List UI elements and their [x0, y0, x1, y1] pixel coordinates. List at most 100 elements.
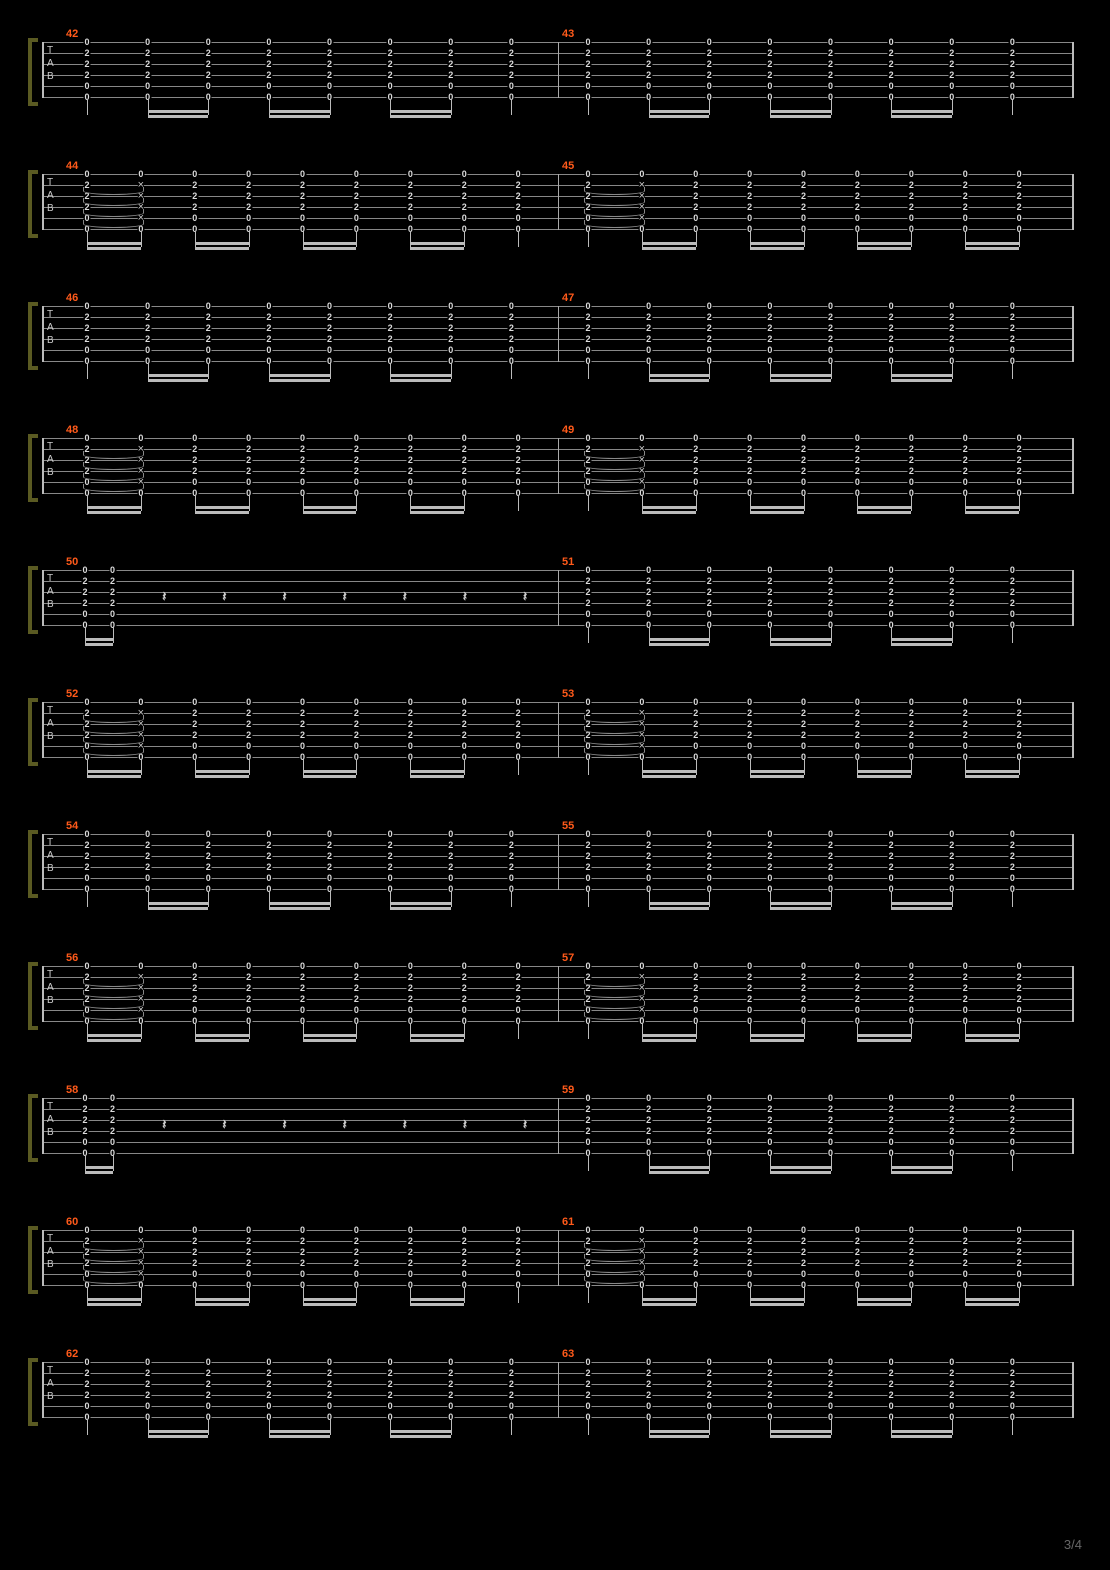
tab-chord-column: 022200: [242, 1230, 256, 1308]
fret-number: 2: [461, 467, 468, 476]
beam: [750, 1303, 804, 1306]
fret-number: 0: [948, 1094, 955, 1103]
fret-number: 0: [888, 1094, 895, 1103]
fret-number: 0: [144, 302, 151, 311]
fret-number: 2: [1009, 599, 1016, 608]
fret-number: 0: [326, 874, 333, 883]
fret-number: 2: [908, 1248, 915, 1257]
fret-number: 0: [1009, 302, 1016, 311]
fret-number: 0: [692, 742, 699, 751]
fret-number: 0: [447, 38, 454, 47]
fret-number: 0: [766, 1358, 773, 1367]
fret-number: 2: [706, 1105, 713, 1114]
tab-chord-column: 022200: [444, 42, 458, 120]
tab-chord-column: 022200: [797, 174, 811, 252]
beam: [390, 902, 451, 905]
fret-number: 0: [908, 962, 915, 971]
fret-number: 2: [245, 731, 252, 740]
notes-layer: 022200022200𝄽𝄽𝄽𝄽𝄽𝄽𝄽022200022200022200022…: [42, 1098, 1074, 1154]
fret-number: 0: [1016, 214, 1023, 223]
fret-number: 2: [854, 731, 861, 740]
fret-number: 2: [353, 1237, 360, 1246]
beam: [303, 511, 357, 514]
fret-number: 0: [447, 302, 454, 311]
fret-number: 2: [407, 1237, 414, 1246]
fret-number: 0: [245, 170, 252, 179]
note-stem: [1012, 1419, 1013, 1435]
fret-number: 0: [461, 1270, 468, 1279]
beam: [857, 1303, 911, 1306]
tab-chord-column: 022200: [201, 834, 215, 912]
fret-number: 0: [265, 1358, 272, 1367]
fret-number: 2: [908, 973, 915, 982]
fret-number: 2: [461, 1259, 468, 1268]
fret-number: 2: [265, 335, 272, 344]
fret-number: 2: [205, 852, 212, 861]
beam: [390, 379, 451, 382]
fret-number: 0: [827, 1358, 834, 1367]
measure-number: 62: [66, 1348, 78, 1360]
fret-number: 2: [1009, 863, 1016, 872]
beam: [857, 1034, 911, 1037]
tie: [584, 1276, 645, 1284]
fret-number: 2: [515, 203, 522, 212]
rest: 𝄽: [282, 588, 286, 605]
tab-chord-column: 022200: [689, 438, 703, 516]
fret-number: 0: [144, 830, 151, 839]
fret-number: 2: [746, 203, 753, 212]
fret-number: 0: [638, 434, 645, 443]
beam: [891, 110, 952, 113]
note-stem: [952, 99, 953, 115]
fret-number: 0: [948, 302, 955, 311]
measure-number: 58: [66, 1084, 78, 1096]
fret-number: 0: [645, 874, 652, 883]
fret-number: 0: [746, 1226, 753, 1235]
beam: [649, 379, 710, 382]
beam: [770, 643, 831, 646]
tab-chord-column: 022200: [958, 438, 972, 516]
fret-number: 2: [827, 588, 834, 597]
fret-number: 0: [800, 698, 807, 707]
fret-number: 0: [407, 434, 414, 443]
tab-chord-column: 022200: [642, 834, 656, 912]
fret-number: 0: [962, 214, 969, 223]
measure-number: 49: [562, 424, 574, 436]
fret-number: 0: [353, 1270, 360, 1279]
tab-chord-column: 022200: [511, 438, 525, 516]
fret-number: 0: [766, 38, 773, 47]
fret-number: 2: [800, 445, 807, 454]
fret-number: 2: [800, 1248, 807, 1257]
fret-number: 0: [83, 1226, 90, 1235]
tab-chord-column: 022200: [581, 1362, 595, 1440]
tab-chord-column: 022200: [850, 1230, 864, 1308]
tab-chord-column: 022200: [504, 834, 518, 912]
tab-chord-column: 022200: [702, 1098, 716, 1176]
fret-number: 2: [245, 456, 252, 465]
fret-number: 0: [137, 698, 144, 707]
beam: [770, 1166, 831, 1169]
fret-number: 2: [827, 599, 834, 608]
fret-number: 2: [353, 709, 360, 718]
tab-chord-column: 022200: [262, 834, 276, 912]
fret-number: 2: [645, 577, 652, 586]
fret-number: 2: [584, 49, 591, 58]
fret-number: 2: [447, 313, 454, 322]
beam: [965, 506, 1019, 509]
fret-number: 0: [245, 1006, 252, 1015]
fret-number: 2: [191, 995, 198, 1004]
fret-number: 2: [766, 1380, 773, 1389]
fret-number: 2: [83, 335, 90, 344]
fret-number: 0: [387, 830, 394, 839]
tab-chord-column: 022200: [702, 306, 716, 384]
fret-number: 0: [265, 82, 272, 91]
fret-number: 2: [645, 852, 652, 861]
note-stem: [804, 1023, 805, 1039]
tab-chord-column: 022200: [702, 42, 716, 120]
beam: [770, 1430, 831, 1433]
fret-number: 2: [827, 1391, 834, 1400]
fret-number: 0: [706, 1402, 713, 1411]
note-stem: [249, 231, 250, 247]
tab-chord-column: 022200: [904, 1230, 918, 1308]
note-stem: [330, 363, 331, 379]
tie: [584, 990, 645, 998]
